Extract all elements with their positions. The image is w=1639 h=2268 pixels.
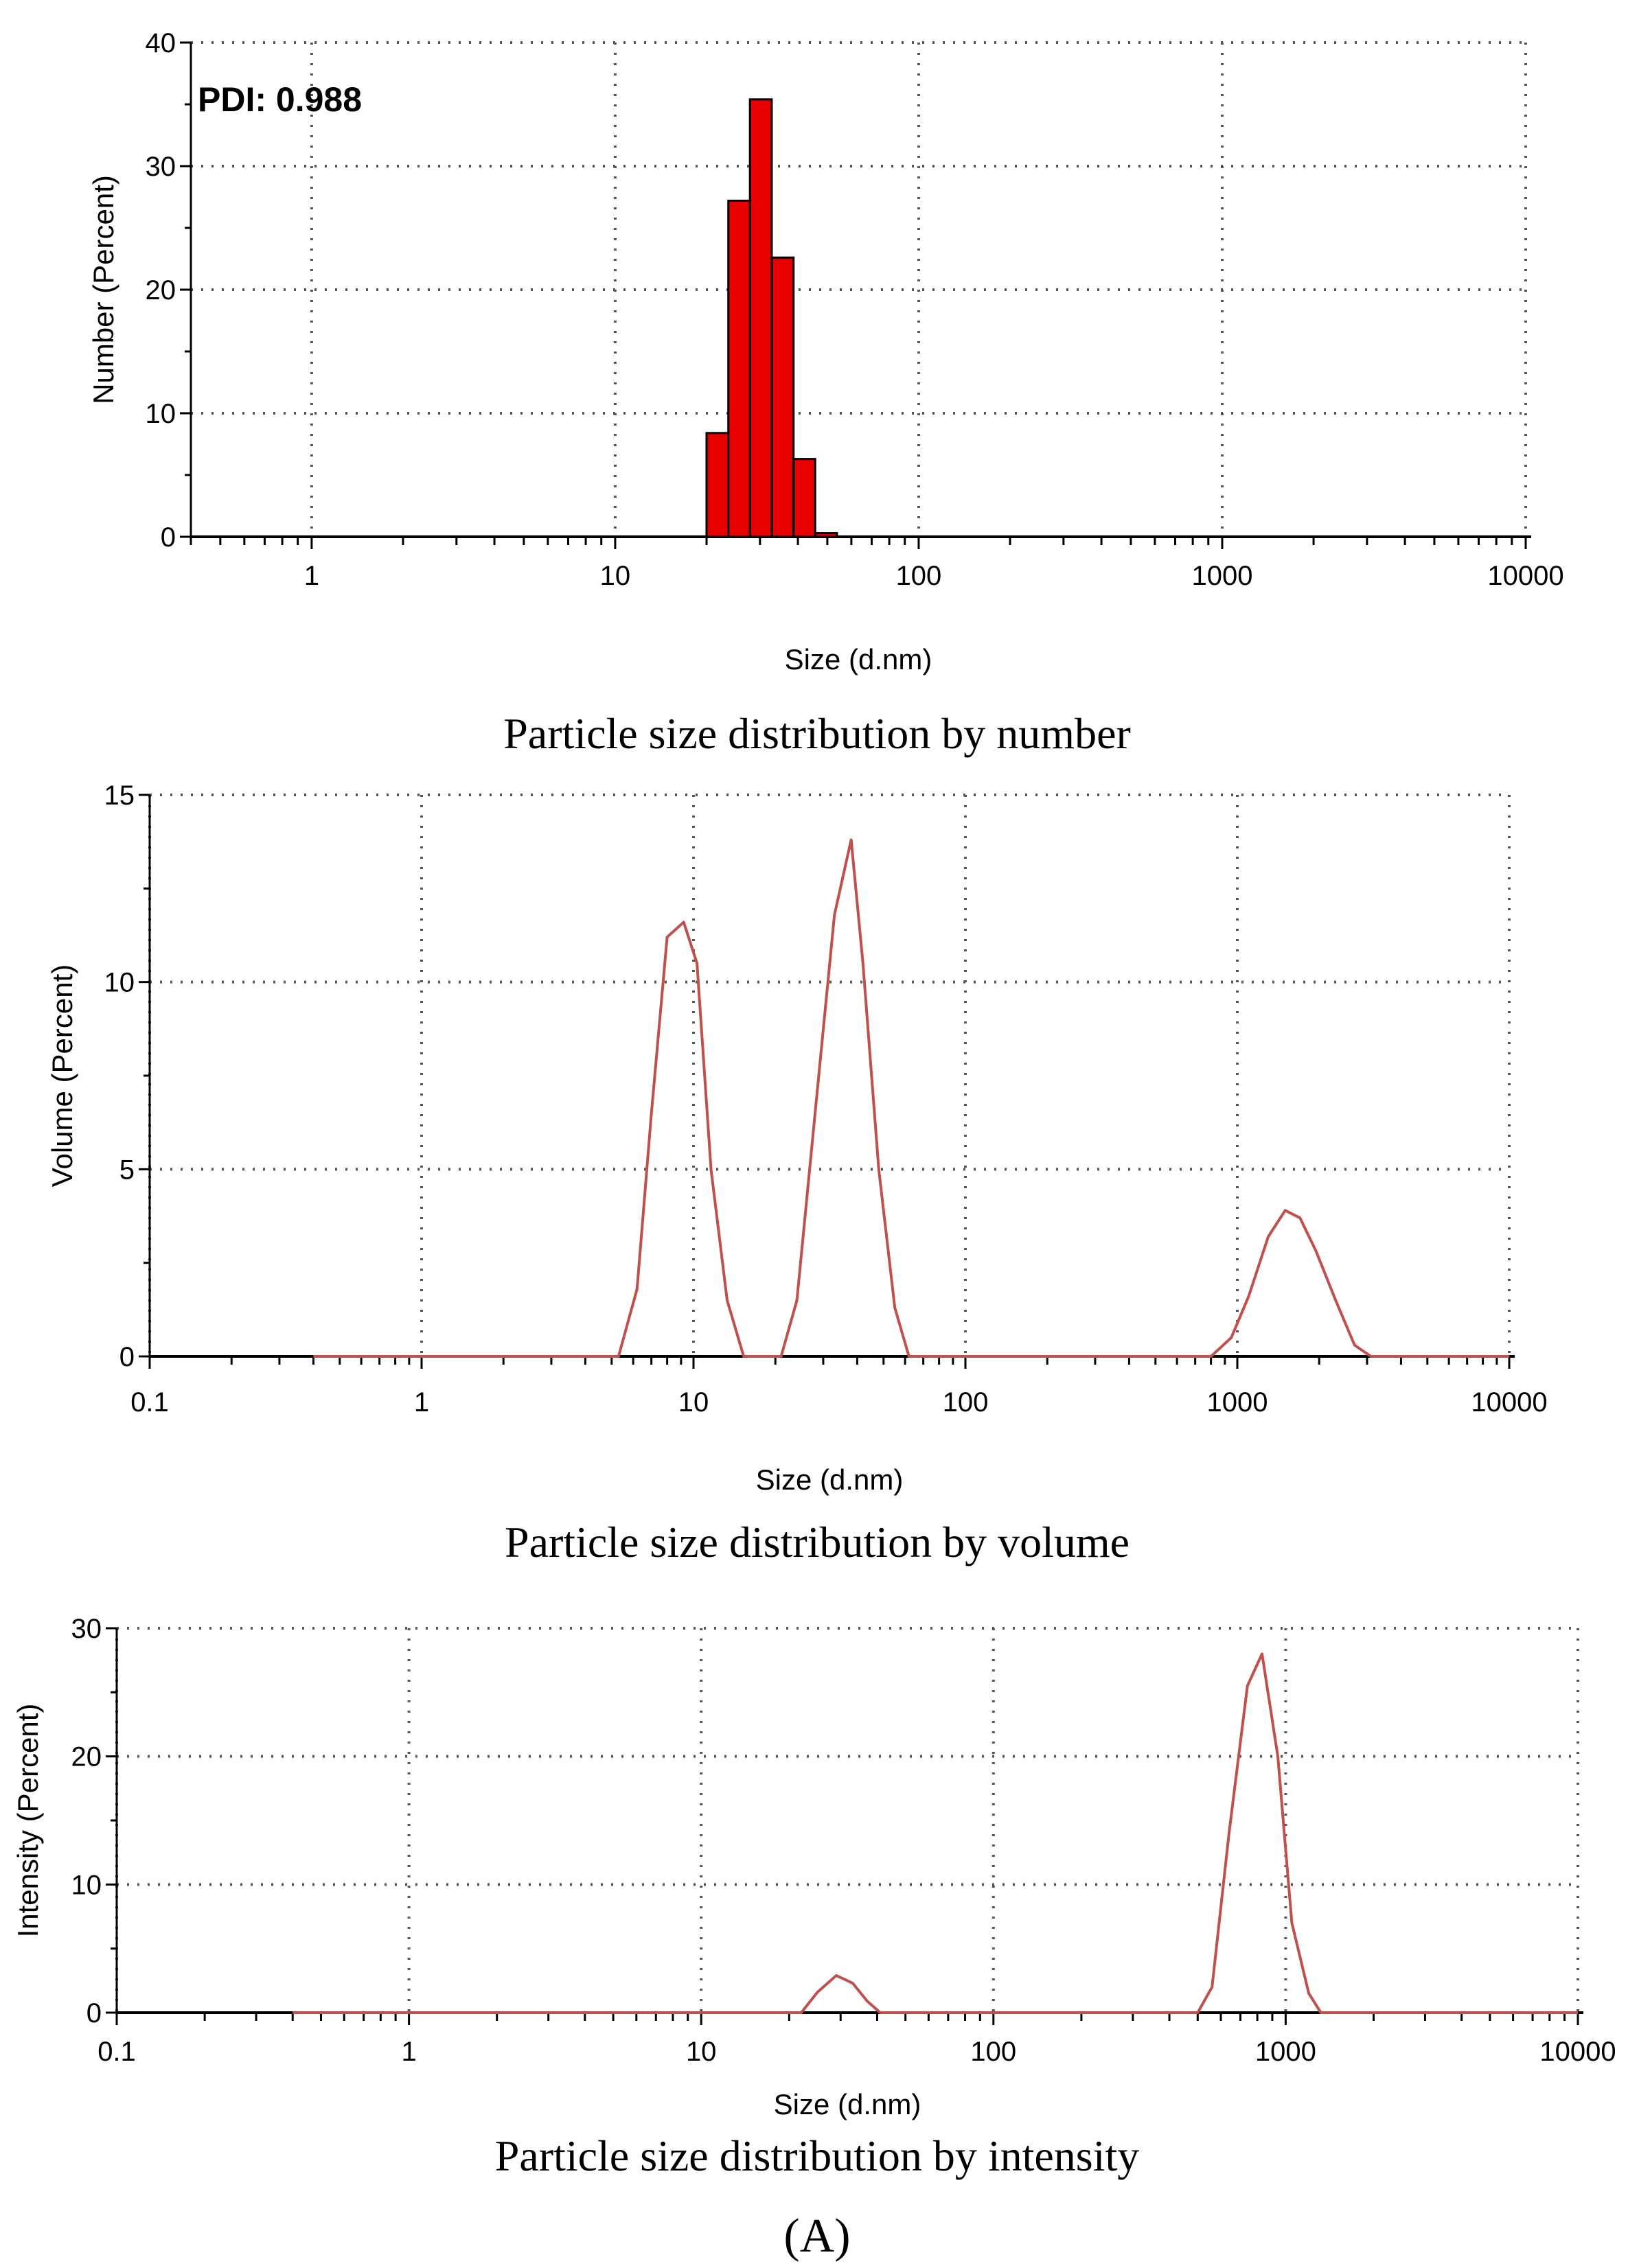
x-tick-label: 1000 — [1207, 1387, 1268, 1418]
x-axis-title: Size (d.nm) — [774, 2088, 921, 2120]
x-tick-label: 100 — [970, 2037, 1016, 2067]
y-axis-title: Number (Percent) — [87, 175, 119, 404]
histogram-bar — [748, 98, 773, 538]
y-axis-title: Intensity (Percent) — [12, 1704, 44, 1938]
x-tick-label: 1000 — [1191, 561, 1252, 591]
histogram-bar — [792, 458, 816, 538]
volume-distribution-chart: 0 5 10 15 0.1 1 10 100 1000 10000 Size (d.nm) Volum… — [46, 780, 1548, 1496]
x-tick-label: 10 — [686, 2037, 717, 2067]
x-tick-label: 100 — [943, 1387, 989, 1418]
y-tick-label: 10 — [71, 1870, 102, 1900]
intensity-chart-caption: Particle size distribution by intensity — [495, 2131, 1140, 2180]
histogram-bar — [705, 432, 730, 538]
y-tick-label: 20 — [71, 1742, 102, 1772]
y-tick-label: 0 — [119, 1342, 135, 1372]
x-tick-label: 10000 — [1539, 2037, 1616, 2067]
x-axis-title: Size (d.nm) — [756, 1463, 904, 1496]
y-tick-label: 10 — [146, 399, 176, 429]
x-tick-label: 10000 — [1487, 561, 1563, 591]
x-tick-label: 10 — [678, 1387, 709, 1418]
y-tick-label: 0 — [161, 522, 176, 553]
y-tick-label: 5 — [119, 1155, 135, 1185]
x-tick-label: 1 — [414, 1387, 429, 1418]
x-tick-label: 0.1 — [130, 1387, 169, 1418]
distribution-line — [313, 838, 1509, 1358]
x-tick-label: 10000 — [1471, 1387, 1547, 1418]
y-axis-title: Volume (Percent) — [46, 964, 78, 1187]
x-tick-label: 1 — [304, 561, 319, 591]
y-tick-label: 20 — [146, 275, 176, 305]
y-tick-label: 10 — [104, 968, 135, 998]
volume-chart-caption: Particle size distribution by volume — [505, 1518, 1130, 1566]
x-tick-label: 0.1 — [98, 2037, 136, 2067]
x-tick-label: 1000 — [1255, 2037, 1316, 2067]
y-tick-label: 30 — [146, 152, 176, 182]
histogram-bar — [727, 199, 751, 538]
y-tick-label: 15 — [104, 780, 135, 811]
y-tick-label: 40 — [146, 28, 176, 58]
x-tick-label: 1 — [401, 2037, 416, 2067]
intensity-distribution-chart: 0 10 20 30 0.1 1 10 100 1000 10000 Size (d.nm) Inte… — [12, 1614, 1616, 2120]
x-tick-label: 100 — [896, 561, 942, 591]
x-tick-label: 10 — [600, 561, 631, 591]
y-tick-label: 30 — [71, 1614, 102, 1644]
number-chart-caption: Particle size distribution by number — [503, 709, 1131, 758]
pdi-annotation: PDI: 0.988 — [198, 80, 362, 119]
histogram-bar — [814, 532, 838, 538]
x-axis-title: Size (d.nm) — [785, 643, 932, 675]
number-distribution-chart: 0 10 20 30 40 1 10 100 1000 10000 Size (d.nm) Numbe… — [87, 28, 1564, 675]
y-tick-label: 0 — [87, 1998, 102, 2028]
panel-label: (A) — [783, 2210, 850, 2263]
histogram-bar — [770, 256, 795, 538]
distribution-line — [293, 1652, 1578, 2014]
